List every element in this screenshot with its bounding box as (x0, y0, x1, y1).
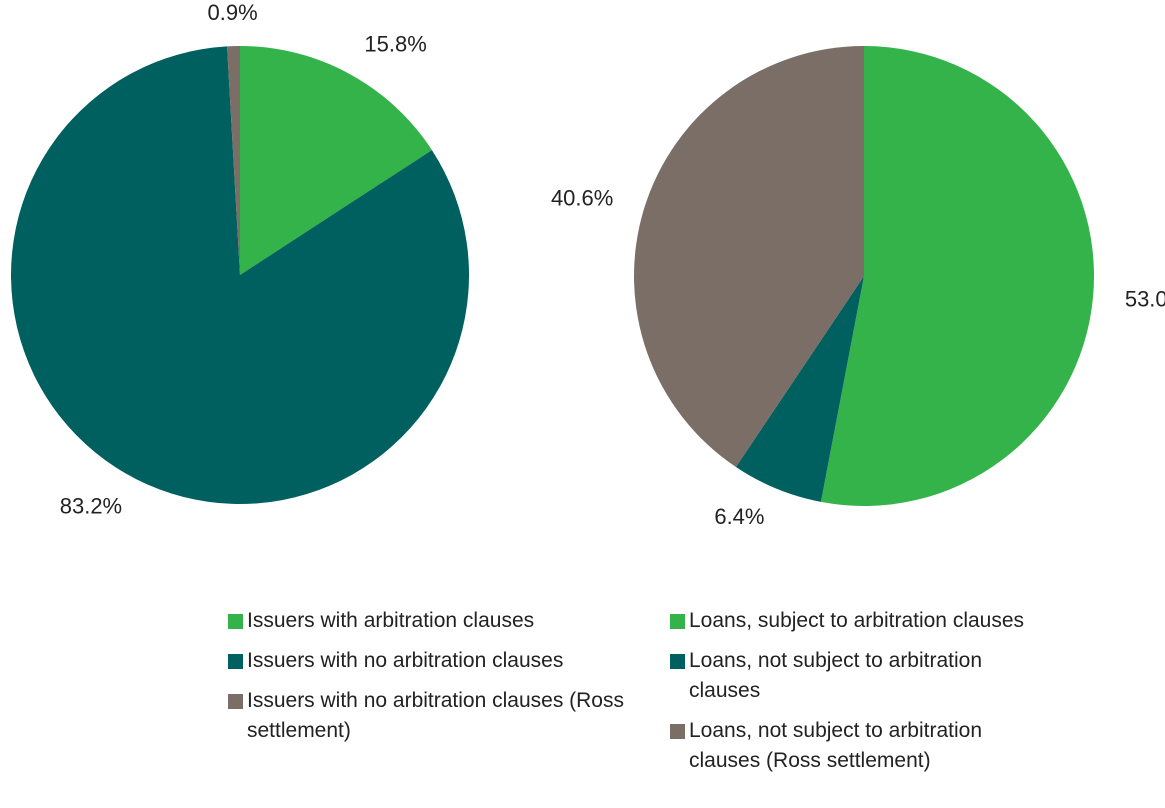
pie-slice (240, 46, 432, 275)
legend-label: Loans, subject to arbitration clauses (689, 609, 1025, 632)
data-label: 40.6% (551, 186, 613, 211)
data-label: 6.4% (714, 504, 764, 529)
pie-slice (11, 46, 470, 504)
legend-item: Issuers with no arbitration clauses (Ros… (228, 686, 628, 746)
legend-label: Loans, not subject to arbitration clause… (689, 649, 983, 702)
legend: Loans, subject to arbitration clauses Loa… (670, 606, 1050, 786)
data-label: 53.0% (1125, 286, 1165, 311)
pie-slice (820, 46, 1094, 507)
pie-slice (633, 46, 864, 468)
data-label: 83.2% (60, 494, 122, 519)
legend-item: Loans, subject to arbitration clauses (670, 606, 1050, 636)
pie-slice (735, 276, 864, 502)
data-label: 15.8% (364, 31, 426, 56)
legend-swatch (228, 694, 243, 709)
legend: Issuers with arbitration clauses Issuers … (228, 606, 628, 756)
legend-swatch (670, 614, 685, 629)
legend-label: Issuers with no arbitration clauses (Ros… (247, 689, 624, 742)
legend-item: Loans, not subject to arbitration clause… (670, 716, 1050, 776)
legend-label: Issuers with arbitration clauses (247, 609, 535, 632)
legend-swatch (228, 614, 243, 629)
pie-slice (227, 46, 240, 275)
legend-swatch (670, 724, 685, 739)
legend-swatch (228, 654, 243, 669)
legend-swatch (670, 654, 685, 669)
legend-item: Issuers with no arbitration clauses (228, 646, 628, 676)
data-label: 0.9% (208, 0, 258, 25)
legend-label: Loans, not subject to arbitration clause… (689, 719, 983, 772)
legend-label: Issuers with no arbitration clauses (247, 649, 564, 672)
legend-item: Loans, not subject to arbitration clause… (670, 646, 1050, 706)
charts: 15.8% 83.2% 0.9% 53.0% 6.4% 40.6% (11, 0, 1165, 529)
legend-item: Issuers with arbitration clauses (228, 606, 628, 636)
